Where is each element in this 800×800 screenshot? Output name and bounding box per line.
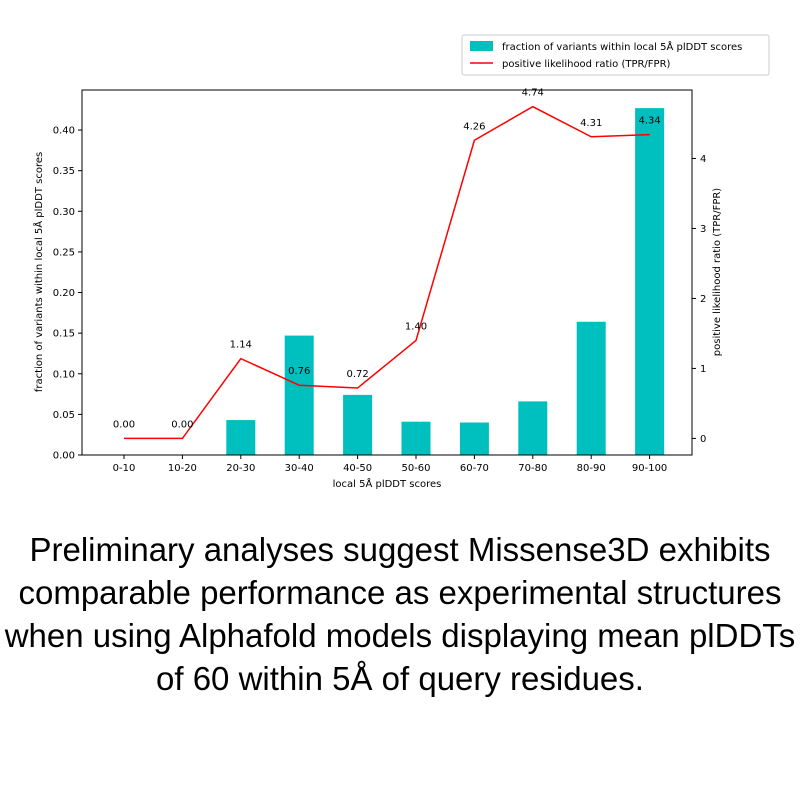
line-series <box>124 105 650 440</box>
y2-tick-label: 4 <box>700 154 706 165</box>
y2-axis-label: positive likelihood ratio (TPR/FPR) <box>712 188 723 357</box>
bar <box>635 108 665 455</box>
bar <box>343 394 373 455</box>
y2-tick-label: 3 <box>700 224 706 235</box>
y-axis-label: fraction of variants within local 5Å plD… <box>32 152 45 392</box>
legend-bar-swatch <box>470 41 493 51</box>
y-tick-label: 0.00 <box>53 451 75 462</box>
data-label: 1.14 <box>230 340 252 351</box>
x-tick-label: 40-50 <box>343 463 372 474</box>
y-tick-label: 0.15 <box>53 329 75 340</box>
data-label: 4.31 <box>580 118 602 129</box>
x-tick-label: 90-100 <box>632 463 667 474</box>
chart: fraction of variants within local 5Å plD… <box>32 34 770 490</box>
bar <box>401 421 431 455</box>
bar-series <box>226 108 665 455</box>
x-tick-label: 0-10 <box>113 463 136 474</box>
x-tick-label: 80-90 <box>577 463 606 474</box>
y-tick-label: 0.30 <box>53 207 75 218</box>
x-tick-label: 50-60 <box>401 463 430 474</box>
data-label: 4.34 <box>638 116 660 127</box>
bar <box>284 335 314 455</box>
plot-frame <box>81 89 693 456</box>
bar <box>518 401 548 455</box>
x-axis-label: local 5Å plDDT scores <box>333 477 442 490</box>
bar <box>459 422 489 455</box>
caption: Preliminary analyses suggest Missense3D … <box>4 531 796 697</box>
axes: 0.00 0.05 0.10 0.15 0.20 0.25 0.30 0.35 0.40 0 1 2 3… <box>53 126 707 474</box>
data-labels: 0.00 0.00 1.14 0.76 0.72 1.40 4.26 4.74 4.31 4.34 <box>113 88 661 431</box>
y-tick-label: 0.20 <box>53 288 75 299</box>
legend: fraction of variants within local 5Å plD… <box>461 34 770 76</box>
data-label: 0.76 <box>288 366 310 377</box>
y-tick-label: 0.35 <box>53 166 75 177</box>
data-label: 4.26 <box>463 121 485 132</box>
data-label: 0.00 <box>171 419 193 430</box>
ratio-line <box>124 105 650 440</box>
legend-bar-label: fraction of variants within local 5Å plD… <box>502 40 742 53</box>
y2-tick-label: 2 <box>700 294 706 305</box>
data-label: 1.40 <box>405 321 427 332</box>
data-label: 4.74 <box>522 88 544 99</box>
legend-frame <box>461 34 770 76</box>
x-tick-label: 30-40 <box>285 463 314 474</box>
x-tick-label: 60-70 <box>460 463 489 474</box>
x-tick-label: 70-80 <box>518 463 547 474</box>
x-tick-label: 20-30 <box>226 463 255 474</box>
y-tick-label: 0.05 <box>53 410 75 421</box>
y2-tick-label: 1 <box>700 364 706 375</box>
x-tick-label: 10-20 <box>168 463 197 474</box>
y-tick-label: 0.25 <box>53 247 75 258</box>
legend-line-label: positive likelihood ratio (TPR/FPR) <box>502 59 671 70</box>
y-tick-label: 0.10 <box>53 369 75 380</box>
data-label: 0.72 <box>346 369 368 380</box>
bar <box>576 321 606 455</box>
data-label: 0.00 <box>113 419 135 430</box>
bar <box>226 420 256 455</box>
y-tick-label: 0.40 <box>53 126 75 137</box>
y2-tick-label: 0 <box>700 434 706 445</box>
